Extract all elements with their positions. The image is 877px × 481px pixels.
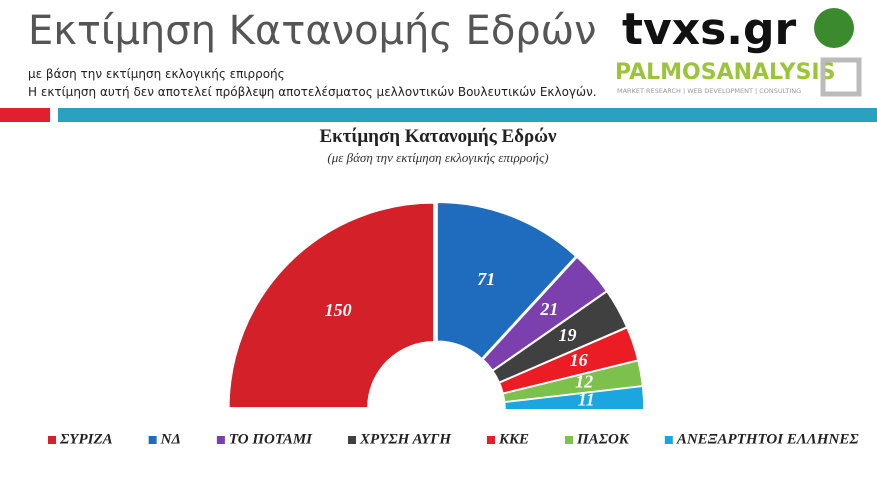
value-label: 11 <box>578 389 595 409</box>
legend-swatch <box>348 436 357 444</box>
legend-label: ΠΑΣΟΚ <box>576 431 630 447</box>
legend-label: ΤΟ ΠΟΤΑΜΙ <box>229 431 313 447</box>
legend-label: ΣΥΡΙΖΑ <box>59 431 113 447</box>
logo-palmos: PALMOSANALYSIS <box>615 60 835 85</box>
value-label: 71 <box>477 269 495 289</box>
seat-slice <box>436 201 577 360</box>
logo-globe <box>814 8 854 48</box>
value-label: 12 <box>575 371 593 391</box>
legend-swatch <box>664 436 673 444</box>
slide-note: Η εκτίμηση αυτή δεν αποτελεί πρόβλεψη απ… <box>28 85 597 99</box>
accent-bar <box>0 108 50 122</box>
value-label: 150 <box>325 300 352 320</box>
chart-subtitle: (με βάση την εκτίμηση εκλογικής επιρροής… <box>327 150 548 165</box>
value-label: 21 <box>539 299 558 319</box>
legend-swatch <box>565 436 574 444</box>
legend-swatch <box>487 436 495 444</box>
value-label: 19 <box>559 325 577 345</box>
seat-slice <box>228 202 435 409</box>
legend-swatch <box>216 436 225 444</box>
legend-label: ΚΚΕ <box>498 431 529 447</box>
logo-mark <box>820 57 862 97</box>
legend-label: ΝΔ <box>160 431 181 447</box>
value-label: 16 <box>570 350 588 370</box>
accent-bar <box>58 108 877 122</box>
legend-swatch <box>48 436 56 444</box>
slide-subtitle: με βάση την εκτίμηση εκλογικής επιρροής <box>28 67 285 81</box>
logo-tagline: MARKET RESEARCH | WEB DEVELOPMENT | CONS… <box>617 87 801 95</box>
legend-swatch <box>148 436 157 444</box>
slide-title: Εκτίμηση Κατανομής Εδρών <box>28 8 597 54</box>
legend-label: ΑΝΕΞΑΡΤΗΤΟΙ ΕΛΛΗΝΕΣ <box>676 431 860 447</box>
seat-slice <box>503 385 645 411</box>
chart-title: Εκτίμηση Κατανομής Εδρών <box>319 126 557 147</box>
legend-label: ΧΡΥΣΗ ΑΥΓΗ <box>359 431 452 447</box>
logo-tvxs: tvxs.gr <box>622 4 796 55</box>
